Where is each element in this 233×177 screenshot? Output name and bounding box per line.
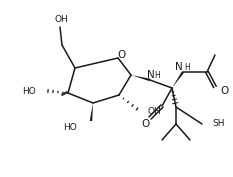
Text: O: O [118,50,126,60]
Text: OH: OH [54,16,68,24]
Text: N: N [175,62,183,72]
Text: H: H [154,70,160,79]
Text: HO: HO [22,87,36,96]
Text: HO: HO [63,122,77,132]
Text: O: O [141,119,149,129]
Text: SH: SH [212,119,225,129]
Text: O: O [220,86,228,96]
Text: N: N [147,70,155,80]
Polygon shape [90,103,93,121]
Polygon shape [172,71,184,88]
Text: OH: OH [147,107,161,116]
Polygon shape [131,75,150,81]
Text: H: H [184,62,190,72]
